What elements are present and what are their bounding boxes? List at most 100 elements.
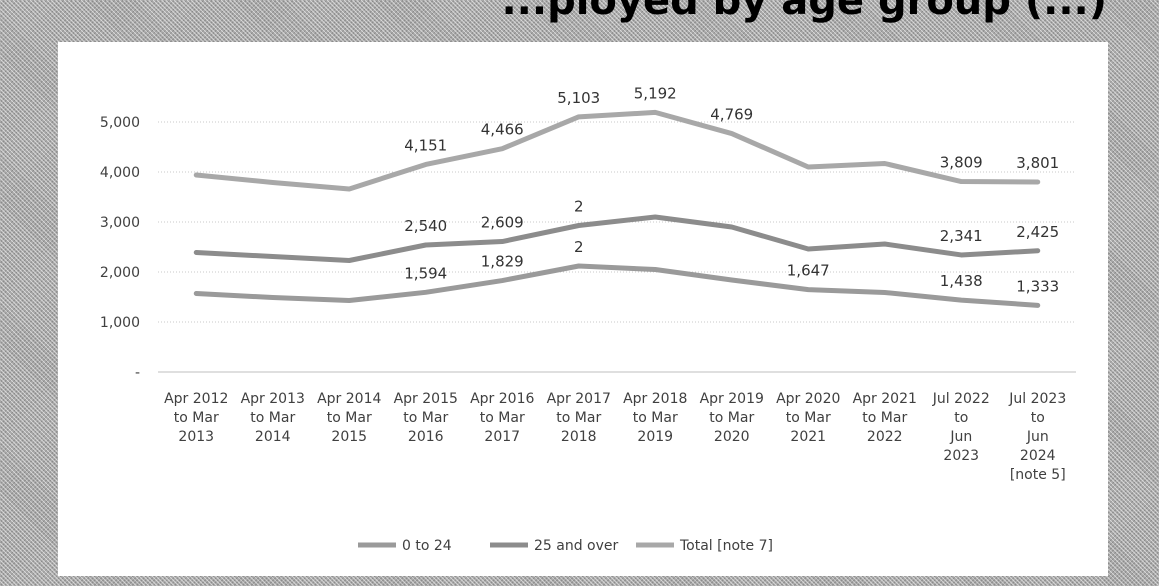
data-point (500, 239, 505, 244)
data-point (806, 165, 811, 170)
x-tick-label-line: Apr 2015 (394, 391, 458, 407)
x-tick-label-line: to Mar (480, 410, 525, 426)
x-tick-label: Apr 2012 to Mar 2013 (164, 391, 228, 445)
data-label: 1,333 (1016, 277, 1059, 295)
x-tick-label-line: Apr 2021 (853, 391, 917, 407)
x-tick-label: Apr 2019 to Mar 2020 (700, 391, 764, 445)
line-chart: - 1,000 2,000 3,000 4,000 5,000 Apr 2012 to Mar… (100, 84, 1076, 554)
data-point (576, 264, 581, 269)
series-line (193, 109, 1041, 192)
x-tick-label-line: 2015 (331, 429, 367, 445)
data-point (194, 291, 199, 296)
legend-label: Total [note 7] (679, 538, 773, 554)
data-point (729, 131, 734, 136)
x-tick-label-line: Apr 2013 (241, 391, 305, 407)
x-tick-label-line: to (954, 410, 968, 426)
x-tick-label-line: Apr 2020 (776, 391, 840, 407)
x-tick-label-line: to Mar (327, 410, 372, 426)
x-tick-label-line: Apr 2018 (623, 391, 687, 407)
data-point (1035, 248, 1040, 253)
data-point (959, 252, 964, 257)
data-label: 4,151 (404, 136, 447, 154)
x-tick-label: Apr 2014 to Mar 2015 (317, 391, 381, 445)
data-label: 3,809 (940, 154, 983, 172)
x-tick-label-line: to Mar (633, 410, 678, 426)
x-tick-label-line: to (1031, 410, 1045, 426)
data-label: 2,540 (404, 217, 447, 235)
legend-label: 0 to 24 (402, 538, 452, 554)
data-label: 1,438 (940, 272, 983, 290)
x-tick-label-line: 2019 (637, 429, 673, 445)
data-point (653, 110, 658, 115)
x-tick-label-line: [note 5] (1010, 467, 1066, 483)
x-tick-label-line: to Mar (709, 410, 754, 426)
legend-label: 25 and over (534, 538, 619, 554)
x-tick-label-line: 2016 (408, 429, 444, 445)
data-point (270, 254, 275, 259)
data-point (959, 298, 964, 303)
chart-title-fragment: ...ployed by age group (...) (501, 0, 1107, 24)
x-tick-label: Apr 2016 to Mar 2017 (470, 391, 534, 445)
y-tick-label: 5,000 (100, 115, 140, 131)
x-tick-label-line: 2021 (790, 429, 826, 445)
data-point (500, 146, 505, 151)
x-tick-label-line: 2023 (943, 448, 979, 464)
x-tick-label-line: 2020 (714, 429, 750, 445)
data-point (347, 298, 352, 303)
data-label: 2,341 (940, 227, 983, 245)
data-point (270, 180, 275, 185)
data-label: 2,425 (1016, 223, 1059, 241)
data-label: 2 (574, 198, 584, 216)
x-tick-label: Apr 2020 to Mar 2021 (776, 391, 840, 445)
data-point (1035, 303, 1040, 308)
y-tick-label: 4,000 (100, 165, 140, 181)
series-line (193, 263, 1041, 308)
x-tick-label-line: to Mar (403, 410, 448, 426)
data-label: 4,769 (710, 106, 753, 124)
data-label: 5,192 (634, 84, 677, 102)
x-tick-label-line: to Mar (174, 410, 219, 426)
x-tick-label: Jul 2022 to Jun 2023 (932, 391, 990, 464)
data-point (576, 114, 581, 119)
x-tick-label-line: Apr 2012 (164, 391, 228, 407)
data-point (882, 242, 887, 247)
data-point (959, 179, 964, 184)
data-point (270, 295, 275, 300)
data-label: 1,647 (787, 262, 830, 280)
data-point (500, 278, 505, 283)
data-point (423, 290, 428, 295)
data-point (653, 215, 658, 220)
x-tick-label-line: to Mar (250, 410, 295, 426)
data-point (653, 267, 658, 272)
data-label: 1,594 (404, 264, 447, 282)
data-point (423, 243, 428, 248)
x-tick-label-line: Jun (1026, 429, 1049, 445)
x-tick-label-line: to Mar (556, 410, 601, 426)
x-tick-label-line: 2022 (867, 429, 903, 445)
x-tick-label-line: 2014 (255, 429, 291, 445)
x-tick-label: Jul 2023 to Jun 2024 [note 5] (1008, 391, 1066, 483)
data-label: 1,829 (481, 253, 524, 271)
data-point (1035, 179, 1040, 184)
y-tick-label: 2,000 (100, 265, 140, 281)
data-label: 2 (574, 238, 584, 256)
y-tick-label: 3,000 (100, 215, 140, 231)
x-tick-label-line: Apr 2016 (470, 391, 534, 407)
data-label: 2,609 (481, 214, 524, 232)
data-point (347, 258, 352, 263)
x-tick-label-line: to Mar (862, 410, 907, 426)
x-tick-label-line: Jul 2022 (932, 391, 990, 407)
data-point (806, 287, 811, 292)
x-tick-label-line: to Mar (786, 410, 831, 426)
data-point (729, 225, 734, 230)
data-point (347, 187, 352, 192)
data-point (194, 173, 199, 178)
data-point (729, 278, 734, 283)
x-tick-label: Apr 2015 to Mar 2016 (394, 391, 458, 445)
x-tick-label-line: Jun (949, 429, 972, 445)
series-line (193, 214, 1041, 263)
data-point (576, 223, 581, 228)
data-label: 4,466 (481, 121, 524, 139)
data-label: 5,103 (557, 89, 600, 107)
x-tick-label: Apr 2013 to Mar 2014 (241, 391, 305, 445)
